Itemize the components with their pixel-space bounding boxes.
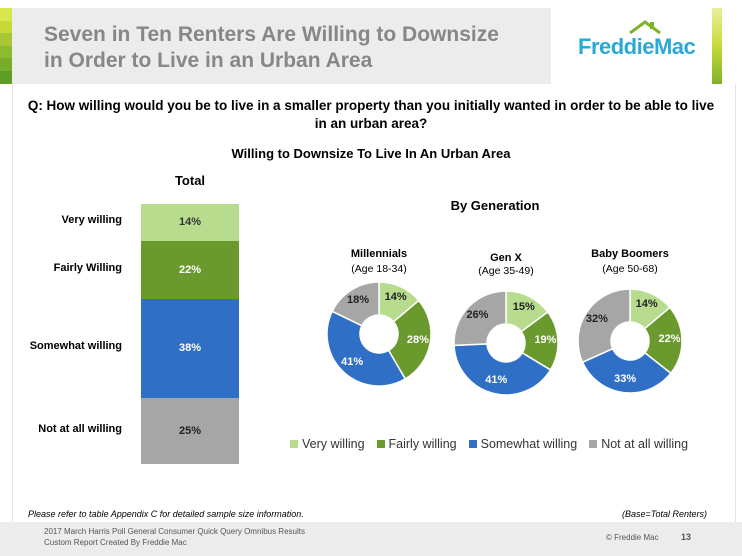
- total-bar-segment: 22%: [141, 240, 239, 299]
- header-accent-stripes: [0, 8, 12, 84]
- donut-data-label: 18%: [347, 293, 370, 306]
- content-frame: [12, 84, 736, 522]
- header-right-accent: [712, 8, 722, 84]
- donut-title: Baby Boomers: [591, 248, 669, 260]
- slide-title: Seven in Ten Renters Are Willing to Down…: [44, 22, 544, 74]
- legend-label: Fairly willing: [388, 437, 457, 451]
- header-stripe: [0, 58, 12, 71]
- header-band: [12, 8, 551, 84]
- donut-slice: [577, 288, 631, 364]
- legend-swatch: [290, 440, 298, 448]
- donut-subtitle: (Age 18-34): [351, 263, 407, 275]
- donut-data-label: 14%: [635, 298, 658, 311]
- legend-item: Fairly willing: [376, 437, 457, 451]
- freddie-mac-roof-icon: [629, 20, 661, 34]
- bar-category-label: Very willing: [61, 214, 122, 227]
- total-bar-segment: 25%: [141, 398, 239, 464]
- legend-swatch: [589, 440, 598, 448]
- legend-label: Very willing: [302, 437, 365, 451]
- donut-chart: [577, 288, 683, 394]
- survey-question: Q: How willing would you be to live in a…: [27, 98, 715, 131]
- donut-slice: [453, 290, 507, 347]
- donut-data-label: 14%: [384, 291, 407, 304]
- donut-slice: [331, 281, 380, 327]
- donut-data-label: 19%: [534, 334, 557, 347]
- page-number: 13: [681, 532, 692, 542]
- sample-size-note: Please refer to table Appendix C for det…: [28, 509, 304, 519]
- legend-swatch: [376, 440, 385, 448]
- donut-data-label: 15%: [512, 300, 535, 313]
- total-bar-segment: 14%: [141, 204, 239, 241]
- footer-source: 2017 March Harris Poll General Consumer …: [44, 526, 305, 548]
- donut-title: Millennials: [350, 248, 408, 260]
- donut-subtitle: (Age 35-49): [478, 265, 534, 277]
- by-generation-title: By Generation: [450, 198, 540, 213]
- total-bar-title: Total: [174, 173, 206, 188]
- legend-item: Somewhat willing: [468, 437, 578, 451]
- legend-swatch: [468, 440, 477, 448]
- footer-source-line-2: Custom Report Created By Freddie Mac: [44, 538, 187, 547]
- base-note: (Base=Total Renters): [622, 509, 707, 519]
- donut-chart: [326, 281, 432, 387]
- donut-subtitle: (Age 50-68): [602, 263, 658, 275]
- header-stripe: [0, 70, 12, 84]
- donut-data-label: 22%: [658, 333, 681, 346]
- bar-data-label: 14%: [178, 216, 202, 229]
- bar-data-label: 38%: [178, 342, 202, 355]
- donut-chart: [453, 290, 559, 396]
- header-stripe: [0, 8, 12, 21]
- bar-category-label: Not at all willing: [38, 423, 122, 436]
- slide-title-line-1: Seven in Ten Renters Are Willing to Down…: [44, 23, 499, 46]
- donut-data-label: 33%: [614, 373, 637, 386]
- donut-title: Gen X: [490, 252, 522, 264]
- donut-slice: [453, 343, 552, 396]
- donut-data-label: 41%: [485, 374, 508, 387]
- header-stripe: [0, 20, 12, 34]
- total-bar-segment: 38%: [141, 298, 239, 399]
- donut-slice: [326, 310, 407, 387]
- bar-data-label: 25%: [178, 425, 202, 438]
- bar-category-label: Fairly Willing: [53, 261, 122, 274]
- legend-item: Not at all willing: [589, 437, 688, 451]
- bar-data-label: 22%: [178, 263, 202, 276]
- slide-footer: 2017 March Harris Poll General Consumer …: [0, 522, 742, 556]
- legend-label: Not at all willing: [601, 437, 689, 451]
- legend-label: Somewhat willing: [480, 437, 578, 451]
- header-stripe: [0, 33, 12, 46]
- freddie-mac-logo: FreddieMac: [578, 34, 696, 59]
- donut-legend: Very willing Fairly willing Somewhat willi…: [290, 437, 720, 451]
- donut-data-label: 41%: [341, 355, 364, 368]
- donut-slice: [581, 347, 672, 394]
- header-stripe: [0, 45, 12, 59]
- slide-header: Seven in Ten Renters Are Willing to Down…: [0, 0, 742, 84]
- chart-title: Willing to Downsize To Live In An Urban …: [231, 146, 511, 161]
- slide-title-line-2: in Order to Live in an Urban Area: [44, 49, 373, 72]
- footer-source-line-1: 2017 March Harris Poll General Consumer …: [44, 527, 305, 536]
- total-stacked-bar: 14% 22% 38% 25%: [141, 204, 239, 464]
- donut-data-label: 28%: [406, 333, 429, 346]
- legend-item: Very willing: [290, 437, 365, 451]
- bar-category-label: Somewhat willing: [29, 340, 122, 353]
- donut-data-label: 32%: [585, 312, 608, 325]
- donut-data-label: 26%: [466, 308, 489, 321]
- footer-copyright: © Freddie Mac: [606, 533, 659, 542]
- donut-slice: [387, 299, 432, 380]
